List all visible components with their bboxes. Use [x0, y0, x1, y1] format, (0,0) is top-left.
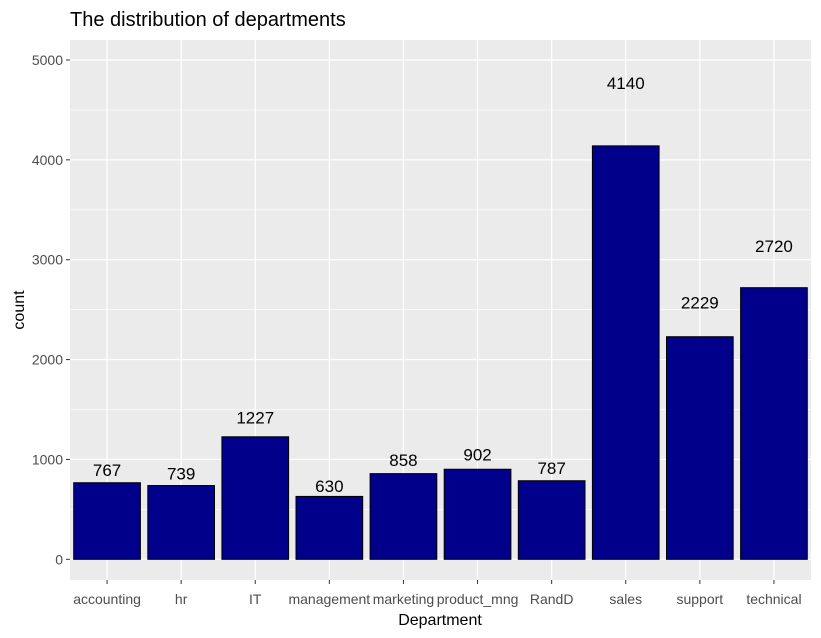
x-tick-label: support: [676, 591, 723, 607]
bar-support: [666, 336, 734, 560]
bar-IT: [221, 436, 290, 560]
data-label-product_mng: 902: [463, 446, 491, 465]
data-labels: 767 739 1227 630 858 902 787 4140 2229 2720: [93, 74, 793, 496]
bar-product_mng: [443, 468, 512, 560]
bar-accounting: [73, 482, 141, 560]
x-tick-label: product_mng: [437, 591, 519, 607]
y-tick-label: 3000: [32, 252, 63, 268]
data-label-management: 630: [315, 477, 343, 496]
data-label-support: 2229: [681, 293, 719, 312]
x-tick-label: RandD: [530, 591, 574, 607]
data-label-sales: 4140: [607, 74, 645, 93]
x-axis-title: Department: [398, 612, 482, 629]
data-label-technical: 2720: [755, 237, 793, 256]
data-label-IT: 1227: [236, 408, 274, 427]
y-tick-label: 5000: [32, 52, 63, 68]
bar-hr: [147, 485, 215, 560]
data-label-RandD: 787: [537, 459, 565, 478]
x-tick-label: IT: [249, 591, 262, 607]
y-tick-label: 1000: [32, 451, 63, 467]
x-tick-label: accounting: [73, 591, 141, 607]
x-axis: accounting hr IT management marketing product…: [73, 580, 802, 607]
y-tick-label: 0: [55, 551, 63, 567]
y-tick-label: 4000: [32, 152, 63, 168]
bar-sales: [591, 145, 660, 560]
data-label-hr: 739: [167, 464, 195, 483]
x-tick-label: management: [288, 591, 370, 607]
x-tick-label: sales: [609, 591, 642, 607]
y-axis: 0 1000 2000 3000 4000 5000: [32, 52, 70, 567]
y-tick-label: 2000: [32, 352, 63, 368]
data-label-marketing: 858: [389, 451, 417, 470]
chart-title: The distribution of departments: [70, 9, 346, 31]
bar-management: [295, 495, 364, 560]
x-tick-label: marketing: [373, 591, 434, 607]
x-tick-label: technical: [746, 591, 801, 607]
bar-marketing: [369, 473, 438, 560]
bar-RandD: [517, 480, 586, 560]
bars: [73, 145, 808, 560]
data-label-accounting: 767: [93, 461, 121, 480]
bar-technical: [740, 287, 808, 560]
x-tick-label: hr: [175, 591, 188, 607]
y-axis-title: count: [11, 290, 28, 330]
